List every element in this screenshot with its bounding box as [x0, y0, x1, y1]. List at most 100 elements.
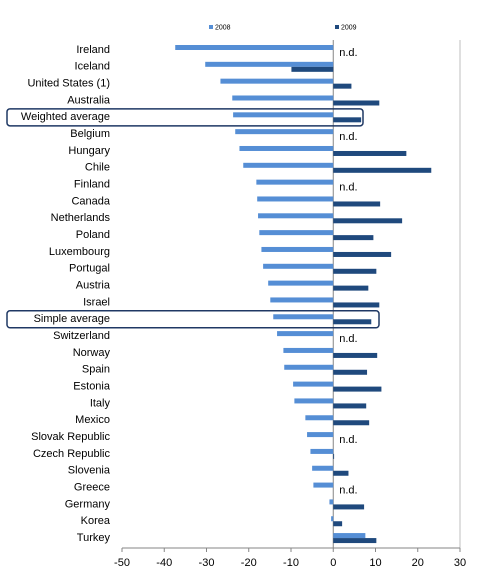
bar [293, 381, 334, 387]
bar [333, 302, 380, 308]
value-label: n.d. [339, 484, 357, 496]
bar [239, 145, 334, 151]
category-label: Slovenia [68, 465, 111, 477]
bar [243, 162, 334, 168]
bar [273, 314, 334, 320]
bar [232, 95, 334, 101]
bar [333, 251, 392, 257]
category-label: Canada [71, 195, 110, 207]
category-label: Estonia [73, 381, 111, 393]
bar [333, 386, 382, 392]
bar [333, 235, 374, 241]
bar [333, 319, 372, 325]
x-tick-label: -30 [199, 557, 215, 569]
category-label: Hungary [68, 145, 110, 157]
x-tick-label: 30 [454, 557, 466, 569]
bar [333, 369, 368, 375]
category-label: Spain [82, 364, 110, 376]
legend-swatch [209, 25, 213, 29]
bar [270, 297, 334, 303]
x-tick-label: 0 [330, 557, 336, 569]
bar [333, 150, 407, 156]
category-label: Australia [67, 94, 111, 106]
category-label: Portugal [69, 263, 110, 275]
bar [258, 213, 334, 219]
bar [331, 516, 334, 522]
bar [233, 112, 334, 118]
bar [268, 280, 334, 286]
bar [329, 499, 334, 505]
bar [277, 331, 334, 337]
x-tick-label: -20 [241, 557, 257, 569]
bar [333, 403, 367, 409]
category-label: Italy [90, 397, 111, 409]
category-label: Finland [74, 179, 110, 191]
category-label: Switzerland [53, 330, 110, 342]
category-label: Israel [83, 296, 110, 308]
bar [235, 129, 334, 135]
bar [333, 420, 370, 426]
category-label: Ireland [76, 44, 110, 56]
value-label: n.d. [339, 434, 357, 446]
category-label: Poland [76, 229, 110, 241]
highlight-box [6, 310, 380, 329]
value-label: n.d. [339, 182, 357, 194]
bar [333, 538, 377, 544]
bar [333, 268, 377, 274]
legend-label: 2009 [341, 24, 357, 31]
category-label: Iceland [75, 61, 110, 73]
bar [333, 352, 378, 358]
bar [291, 66, 334, 72]
bar [294, 398, 334, 404]
bar [310, 448, 334, 454]
category-label: Austria [76, 280, 111, 292]
bar [333, 117, 362, 123]
bar [307, 432, 334, 438]
category-label: Greece [74, 481, 110, 493]
bar [305, 415, 334, 421]
bar [333, 533, 366, 539]
value-label: n.d. [339, 47, 357, 59]
category-label: Turkey [77, 532, 111, 544]
x-tick-label: -40 [156, 557, 172, 569]
bar [333, 453, 335, 459]
category-label: Luxembourg [49, 246, 110, 258]
bar [333, 504, 365, 510]
x-tick-label: -10 [283, 557, 299, 569]
bar [333, 521, 343, 527]
category-label: Chile [85, 162, 110, 174]
category-label: Netherlands [51, 212, 111, 224]
bar [220, 78, 334, 84]
bar [333, 285, 369, 291]
bar [313, 482, 334, 488]
category-label: Slovak Republic [31, 431, 110, 443]
category-label: Germany [65, 498, 111, 510]
category-label: Mexico [75, 414, 110, 426]
bar [283, 347, 334, 353]
category-label: Belgium [70, 128, 110, 140]
bar [333, 167, 432, 173]
bar [333, 201, 381, 207]
highlight-box [6, 108, 364, 127]
category-label: Czech Republic [33, 448, 111, 460]
bar [256, 179, 334, 185]
bar [259, 230, 334, 236]
bar [257, 196, 334, 202]
value-label: n.d. [339, 333, 357, 345]
category-label: Simple average [34, 313, 110, 325]
legend-label: 2008 [215, 24, 231, 31]
value-label: n.d. [339, 131, 357, 143]
bar [333, 218, 403, 224]
legend-swatch [335, 25, 339, 29]
bar [333, 83, 352, 89]
category-label: Korea [81, 515, 111, 527]
bar [284, 364, 334, 370]
category-label: Norway [73, 347, 111, 359]
x-tick-label: 20 [412, 557, 424, 569]
x-tick-label: 10 [369, 557, 381, 569]
bar [333, 100, 380, 106]
bar [175, 45, 334, 50]
bar [263, 263, 334, 269]
bar [261, 246, 334, 252]
